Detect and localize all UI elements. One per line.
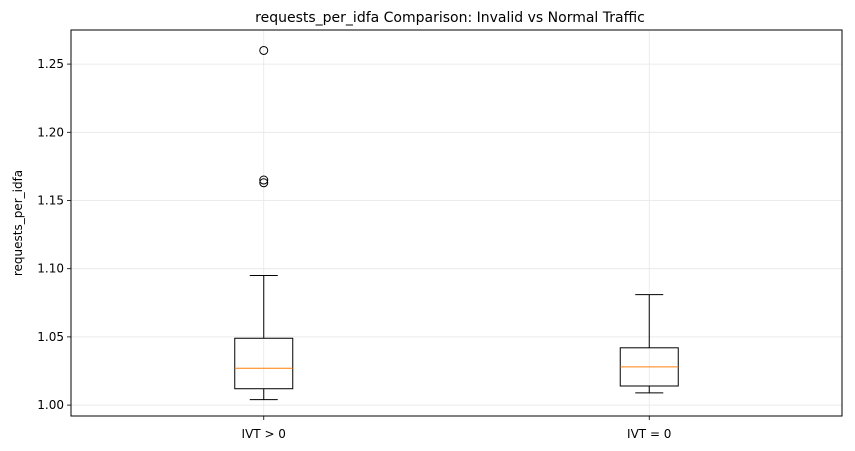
y-tick-label: 1.25 xyxy=(37,57,64,71)
x-tick-label: IVT > 0 xyxy=(242,427,286,441)
plot-frame xyxy=(70,29,843,417)
chart-title: requests_per_idfa Comparison: Invalid vs… xyxy=(255,10,645,26)
outlier-point xyxy=(259,178,269,188)
y-axis-ticks: 1.00 1.05 1.10 1.15 1.20 1.25 xyxy=(37,57,71,412)
y-tick-label: 1.15 xyxy=(37,193,64,207)
box-2 xyxy=(619,294,679,394)
outlier-point xyxy=(259,45,269,55)
iqr-box xyxy=(234,337,294,390)
y-tick-label: 1.20 xyxy=(37,125,64,139)
y-tick-label: 1.00 xyxy=(37,398,64,412)
y-tick-label: 1.05 xyxy=(37,330,64,344)
grid-lines xyxy=(71,30,842,416)
x-axis-ticks: IVT > 0 IVT = 0 xyxy=(242,416,671,441)
y-tick-label: 1.10 xyxy=(37,262,64,276)
y-axis-label: requests_per_idfa xyxy=(11,170,25,276)
outlier-point xyxy=(259,175,269,185)
x-tick-label: IVT = 0 xyxy=(627,427,671,441)
box-1 xyxy=(234,45,294,401)
boxes xyxy=(234,45,679,401)
